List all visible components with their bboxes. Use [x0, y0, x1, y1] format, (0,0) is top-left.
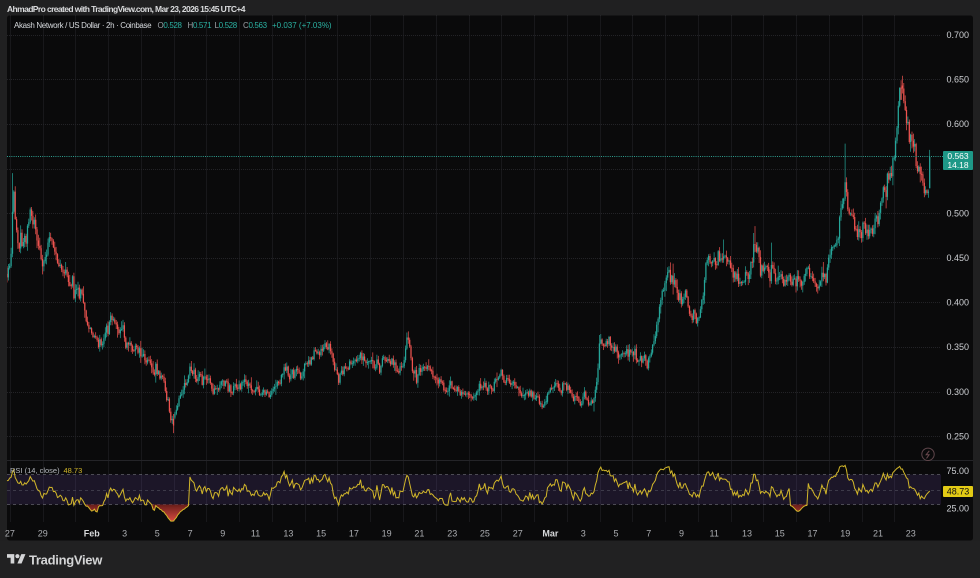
- svg-text:9: 9: [679, 529, 684, 539]
- svg-text:0.400: 0.400: [946, 298, 969, 308]
- svg-text:Mar: Mar: [542, 529, 559, 539]
- svg-text:0.450: 0.450: [946, 253, 969, 263]
- svg-text:0.500: 0.500: [946, 208, 969, 218]
- svg-text:0.600: 0.600: [946, 119, 969, 129]
- svg-text:9: 9: [220, 529, 225, 539]
- svg-text:0.563: 0.563: [947, 151, 969, 161]
- svg-text:0.700: 0.700: [946, 30, 969, 40]
- svg-text:Feb: Feb: [84, 529, 101, 539]
- svg-text:21: 21: [873, 529, 883, 539]
- svg-text:TradingView: TradingView: [29, 553, 103, 568]
- svg-text:15: 15: [775, 529, 785, 539]
- svg-text:17: 17: [349, 529, 359, 539]
- svg-text:11: 11: [251, 529, 260, 539]
- svg-text:75.00: 75.00: [946, 466, 969, 476]
- svg-text:48.73: 48.73: [947, 487, 970, 497]
- svg-text:13: 13: [742, 529, 752, 539]
- svg-text:27: 27: [513, 529, 523, 539]
- svg-text:25.00: 25.00: [946, 503, 969, 513]
- svg-text:29: 29: [38, 529, 48, 539]
- svg-text:0.300: 0.300: [946, 387, 969, 397]
- svg-text:15: 15: [316, 529, 326, 539]
- svg-text:5: 5: [155, 529, 160, 539]
- svg-text:Akash Network / US Dollar · 2h: Akash Network / US Dollar · 2h · Coinbas…: [14, 21, 332, 30]
- svg-text:19: 19: [382, 529, 392, 539]
- svg-text:0.350: 0.350: [946, 342, 969, 352]
- svg-text:0.650: 0.650: [946, 75, 969, 85]
- svg-text:23: 23: [906, 529, 916, 539]
- svg-text:23: 23: [447, 529, 457, 539]
- svg-text:7: 7: [188, 529, 193, 539]
- svg-text:11: 11: [710, 529, 719, 539]
- svg-text:17: 17: [807, 529, 817, 539]
- svg-text:AhmadPro created with TradingV: AhmadPro created with TradingView.com, M…: [7, 4, 246, 14]
- svg-text:13: 13: [283, 529, 293, 539]
- svg-text:27: 27: [5, 529, 15, 539]
- svg-text:RSI (14, close) 48.73: RSI (14, close) 48.73: [10, 466, 82, 475]
- svg-text:25: 25: [480, 529, 490, 539]
- svg-text:14.18: 14.18: [947, 160, 969, 170]
- svg-text:3: 3: [581, 529, 586, 539]
- svg-text:19: 19: [840, 529, 850, 539]
- svg-text:7: 7: [646, 529, 651, 539]
- svg-text:21: 21: [414, 529, 424, 539]
- svg-text:3: 3: [122, 529, 127, 539]
- svg-text:5: 5: [613, 529, 618, 539]
- svg-text:0.250: 0.250: [946, 431, 969, 441]
